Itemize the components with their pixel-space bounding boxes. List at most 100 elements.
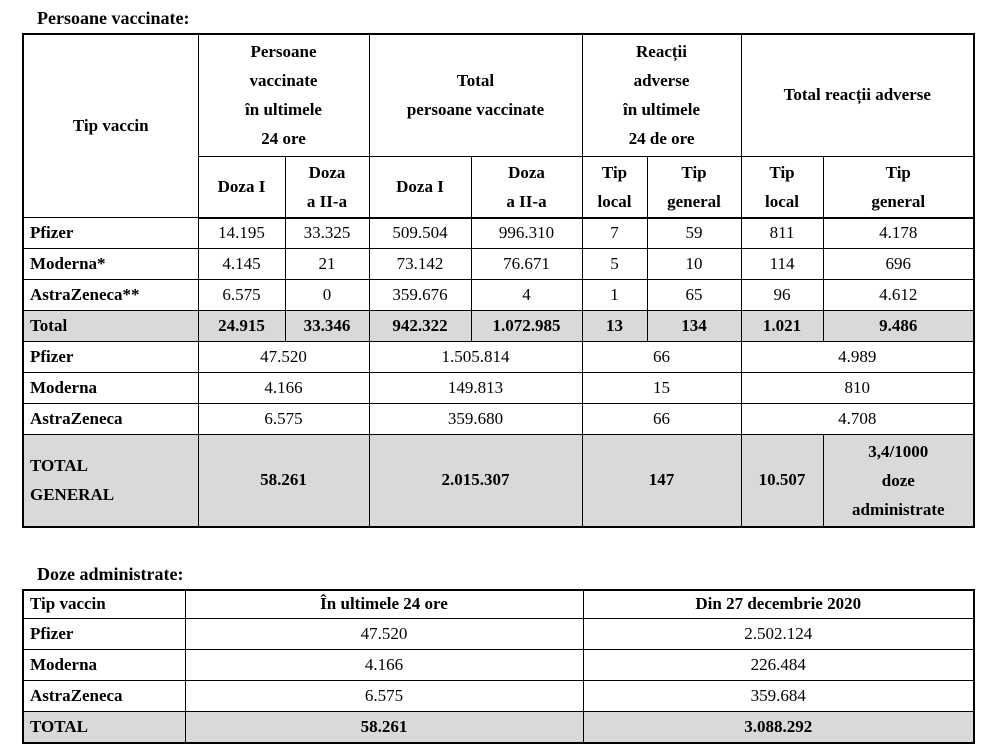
value-cell: 4.166: [197, 372, 370, 404]
value-cell: 149.813: [368, 372, 583, 404]
subheader-doza1-24h: Doza I: [197, 155, 286, 219]
value-cell: 359.676: [368, 279, 472, 311]
subheader-tip-local-24h: Tip local: [581, 155, 648, 219]
table2-row-pfizer: Pfizer 47.520 2.502.124: [22, 618, 975, 650]
value-cell: 4.612: [822, 279, 975, 311]
value-cell: 65: [646, 279, 742, 311]
table2-row-total: TOTAL 58.261 3.088.292: [22, 711, 975, 743]
value-cell: 4.989: [740, 341, 975, 373]
value-cell: 59: [646, 217, 742, 249]
value-cell: 14.195: [197, 217, 286, 249]
doze-administrate-table: Tip vaccin În ultimele 24 ore Din 27 dec…: [22, 588, 975, 744]
header-group-reactions-24h: Reacții adverse în ultimele 24 de ore: [581, 33, 742, 157]
value-cell: 1.072.985: [470, 310, 583, 342]
row-label: Moderna*: [22, 248, 199, 280]
value-cell: 226.484: [582, 649, 975, 681]
value-cell: 21: [284, 248, 370, 280]
value-cell: 359.680: [368, 403, 583, 435]
table2-header-row: Tip vaccin În ultimele 24 ore Din 27 dec…: [22, 589, 975, 619]
value-cell: 13: [581, 310, 648, 342]
value-cell: 4.166: [184, 649, 584, 681]
header-tip-vaccin: Tip vaccin: [22, 33, 199, 218]
value-cell: 4.708: [740, 403, 975, 435]
value-cell: 33.346: [284, 310, 370, 342]
value-cell: 134: [646, 310, 742, 342]
value-cell: 10: [646, 248, 742, 280]
table-row-pfizer-combined: Pfizer 47.520 1.505.814 66 4.989: [22, 341, 975, 373]
section-title-persoane-vaccinate: Persoane vaccinate:: [37, 8, 190, 28]
value-cell: 696: [822, 248, 975, 280]
subheader-doza2-24h: Doza a II-a: [284, 155, 370, 219]
row-label: Pfizer: [22, 217, 199, 249]
table-row-moderna-combined: Moderna 4.166 149.813 15 810: [22, 372, 975, 404]
value-cell: 58.261: [184, 711, 584, 743]
subheader-tip-general-total: Tip general: [822, 155, 975, 219]
value-cell: 6.575: [184, 680, 584, 712]
header-tip-vaccin: Tip vaccin: [22, 589, 186, 619]
value-cell: 10.507: [740, 434, 824, 527]
value-cell: 942.322: [368, 310, 472, 342]
value-cell: 47.520: [184, 618, 584, 650]
table-header-group-row: Tip vaccin Persoane vaccinate în ultimel…: [22, 33, 975, 218]
row-label: Moderna: [22, 372, 199, 404]
value-cell: 5: [581, 248, 648, 280]
value-cell: 3.088.292: [582, 711, 975, 743]
row-label: Moderna: [22, 649, 186, 681]
value-cell: 4.145: [197, 248, 286, 280]
value-cell: 66: [581, 341, 742, 373]
row-label: AstraZeneca: [22, 403, 199, 435]
value-cell: 2.502.124: [582, 618, 975, 650]
value-cell: 96: [740, 279, 824, 311]
value-cell: 811: [740, 217, 824, 249]
value-cell: 33.325: [284, 217, 370, 249]
value-cell: 1: [581, 279, 648, 311]
subheader-doza2-total: Doza a II-a: [470, 155, 583, 219]
value-cell: 15: [581, 372, 742, 404]
table-row-moderna-doses: Moderna* 4.145 21 73.142 76.671 5 10 114…: [22, 248, 975, 280]
value-cell: 7: [581, 217, 648, 249]
value-cell: 996.310: [470, 217, 583, 249]
value-cell: 24.915: [197, 310, 286, 342]
header-group-total-reactions: Total reacții adverse: [740, 33, 975, 157]
value-cell: 66: [581, 403, 742, 435]
table-subheader-row: Doza I Doza a II-a Doza I Doza a II-a Ti…: [23, 155, 975, 219]
subheader-doza1-total: Doza I: [368, 155, 472, 219]
value-cell: 1.505.814: [368, 341, 583, 373]
table-row-astrazeneca-doses: AstraZeneca** 6.575 0 359.676 4 1 65 96 …: [22, 279, 975, 311]
row-label: Pfizer: [22, 341, 199, 373]
value-cell: 509.504: [368, 217, 472, 249]
table2-row-astrazeneca: AstraZeneca 6.575 359.684: [22, 680, 975, 712]
value-cell: 6.575: [197, 279, 286, 311]
value-cell: 1.021: [740, 310, 824, 342]
value-cell: 114: [740, 248, 824, 280]
value-cell: 4.178: [822, 217, 975, 249]
value-cell: 47.520: [197, 341, 370, 373]
row-label: Total: [22, 310, 199, 342]
header-group-total-vaccinated: Total persoane vaccinate: [368, 33, 583, 157]
header-since-date: Din 27 decembrie 2020: [582, 589, 975, 619]
value-cell: 58.261: [197, 434, 370, 527]
table-row-astrazeneca-combined: AstraZeneca 6.575 359.680 66 4.708: [22, 403, 975, 435]
row-label: Pfizer: [22, 618, 186, 650]
value-cell: 73.142: [368, 248, 472, 280]
table-row-total-doses: Total 24.915 33.346 942.322 1.072.985 13…: [22, 310, 975, 342]
row-label: AstraZeneca**: [22, 279, 199, 311]
subheader-tip-general-24h: Tip general: [646, 155, 742, 219]
header-last-24h: În ultimele 24 ore: [184, 589, 584, 619]
value-cell-rate-per-1000: 3,4/1000 doze administrate: [822, 434, 975, 527]
header-group-vaccinated-24h: Persoane vaccinate în ultimele 24 ore: [197, 33, 370, 157]
table-row-pfizer-doses: Pfizer 14.195 33.325 509.504 996.310 7 5…: [22, 217, 975, 249]
value-cell: 2.015.307: [368, 434, 583, 527]
row-label: TOTAL GENERAL: [22, 434, 199, 527]
value-cell: 76.671: [470, 248, 583, 280]
value-cell: 359.684: [582, 680, 975, 712]
value-cell: 0: [284, 279, 370, 311]
table-row-total-general: TOTAL GENERAL 58.261 2.015.307 147 10.50…: [22, 434, 975, 527]
table2-row-moderna: Moderna 4.166 226.484: [22, 649, 975, 681]
value-cell: 6.575: [197, 403, 370, 435]
value-cell: 9.486: [822, 310, 975, 342]
row-label: TOTAL: [22, 711, 186, 743]
persoane-vaccinate-table: Tip vaccin Persoane vaccinate în ultimel…: [22, 33, 976, 528]
subheader-tip-local-total: Tip local: [740, 155, 824, 219]
